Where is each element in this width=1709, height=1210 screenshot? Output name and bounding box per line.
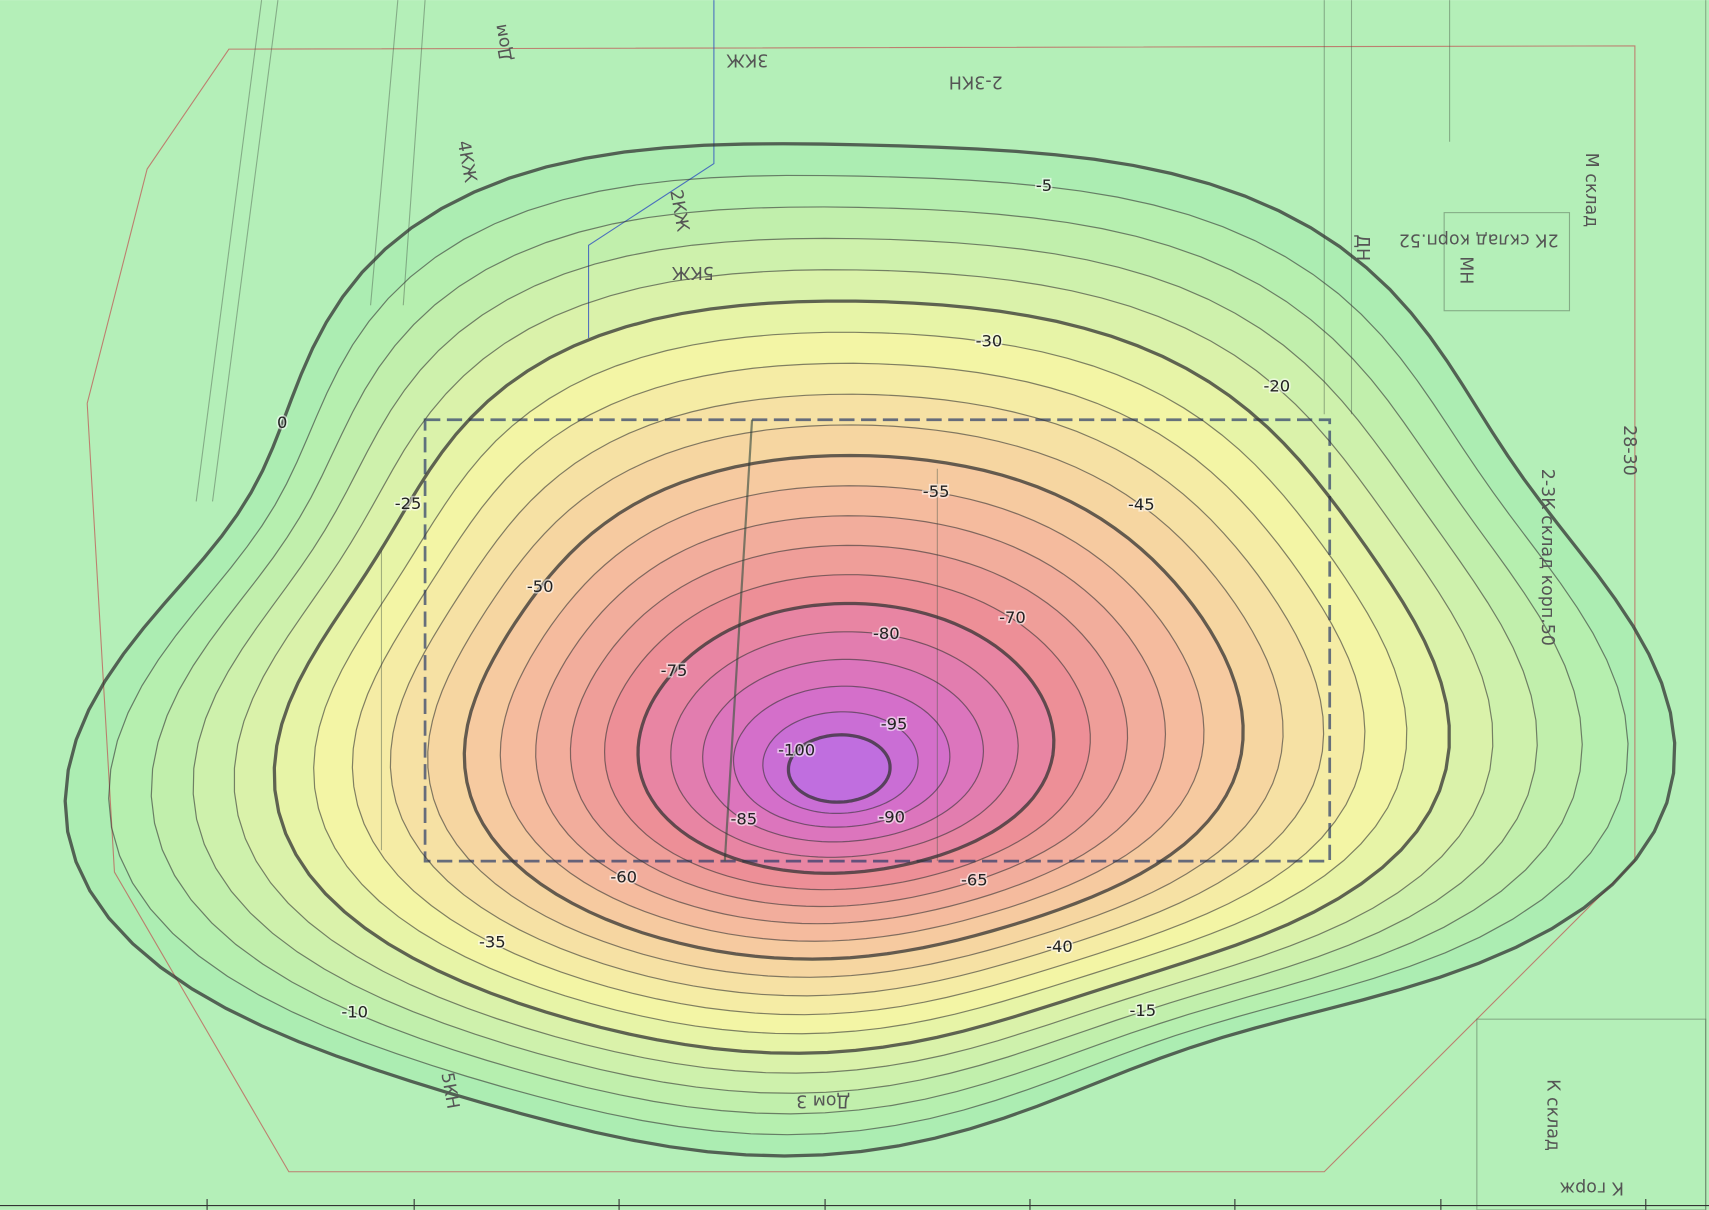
site-label: МН [1455, 256, 1475, 284]
site-label: ДН [1352, 234, 1372, 261]
contour-label: 0 [277, 413, 287, 432]
contour-line [389, 393, 1325, 997]
contour-line [108, 174, 1629, 1136]
contour-line [351, 362, 1366, 1016]
contour-line [192, 237, 1538, 1094]
contour-label: -30 [976, 332, 1003, 351]
contour-line [786, 733, 892, 804]
contour-label: -80 [873, 624, 900, 643]
site-label: 2К склад корп.52 [1399, 229, 1559, 249]
contour-lines [63, 142, 1677, 1158]
contour-label: -35 [479, 933, 506, 952]
pipe [588, 0, 715, 338]
contour-line [63, 142, 1677, 1158]
building [1443, 212, 1571, 312]
contour-line [732, 685, 951, 828]
wall [723, 419, 754, 862]
road [402, 0, 426, 306]
site-label: 5КЖ [671, 262, 713, 282]
site-plan [86, 0, 1707, 1210]
road [370, 0, 399, 306]
site-label: М склад [1581, 153, 1601, 228]
contour-label: -55 [923, 482, 950, 501]
contour-line [499, 485, 1205, 942]
contour-line [670, 631, 1019, 858]
contour-fill [788, 734, 891, 803]
contour-label: -45 [1128, 495, 1155, 514]
contour-label: -75 [661, 661, 688, 680]
contour-line [462, 453, 1245, 961]
contour-label: -10 [341, 1002, 368, 1021]
contour-label: -65 [961, 871, 988, 890]
road [195, 0, 263, 502]
contour-label: -5 [1036, 176, 1052, 195]
contour-label: -100 [778, 740, 815, 759]
contour-label: -60 [610, 867, 637, 886]
contour-line [150, 206, 1583, 1115]
contour-line [535, 515, 1167, 925]
building-footprint [423, 418, 1332, 863]
contour-label: -50 [527, 577, 554, 596]
site-label: 2-3К склад корп.50 [1537, 469, 1557, 646]
contour-fills [65, 143, 1675, 1156]
contour-line [272, 299, 1451, 1055]
contour-labels: 0 -5 -10 -15 -20 -25 -30 -35 -40 -45 -50 -55 -60 -65 -… [275, 174, 1291, 1023]
contour-label: -20 [1264, 377, 1291, 396]
site-label: 2-3КН [949, 71, 1003, 91]
contour-label: -15 [1129, 1001, 1156, 1020]
bottom-ticks [0, 1199, 1709, 1210]
site-label: Дом 3 [796, 1090, 850, 1110]
contour-label: -85 [731, 809, 758, 828]
contour-label: -25 [395, 494, 422, 513]
contour-line [603, 574, 1091, 891]
site-label: К склад [1543, 1079, 1563, 1151]
contour-label: -90 [878, 807, 905, 826]
site-label: К горж [1559, 1178, 1624, 1198]
contour-line [569, 544, 1129, 908]
contour-line [636, 601, 1056, 875]
contour-line [233, 269, 1494, 1074]
contour-label: -40 [1046, 937, 1073, 956]
site-label: 28-30 [1619, 425, 1639, 476]
contour-line [762, 711, 919, 814]
contour-line [702, 658, 985, 843]
contour-label: -70 [999, 608, 1026, 627]
site-labels: Дом 3КЖ 2-3КН 4КЖ 2КЖ 5КЖ ДН МН 2К склад… [436, 22, 1638, 1197]
road [211, 0, 279, 502]
site-label: 3КЖ [726, 50, 768, 70]
contour-line [427, 424, 1284, 978]
contour-line [313, 331, 1408, 1035]
contour-label: -95 [881, 715, 908, 734]
